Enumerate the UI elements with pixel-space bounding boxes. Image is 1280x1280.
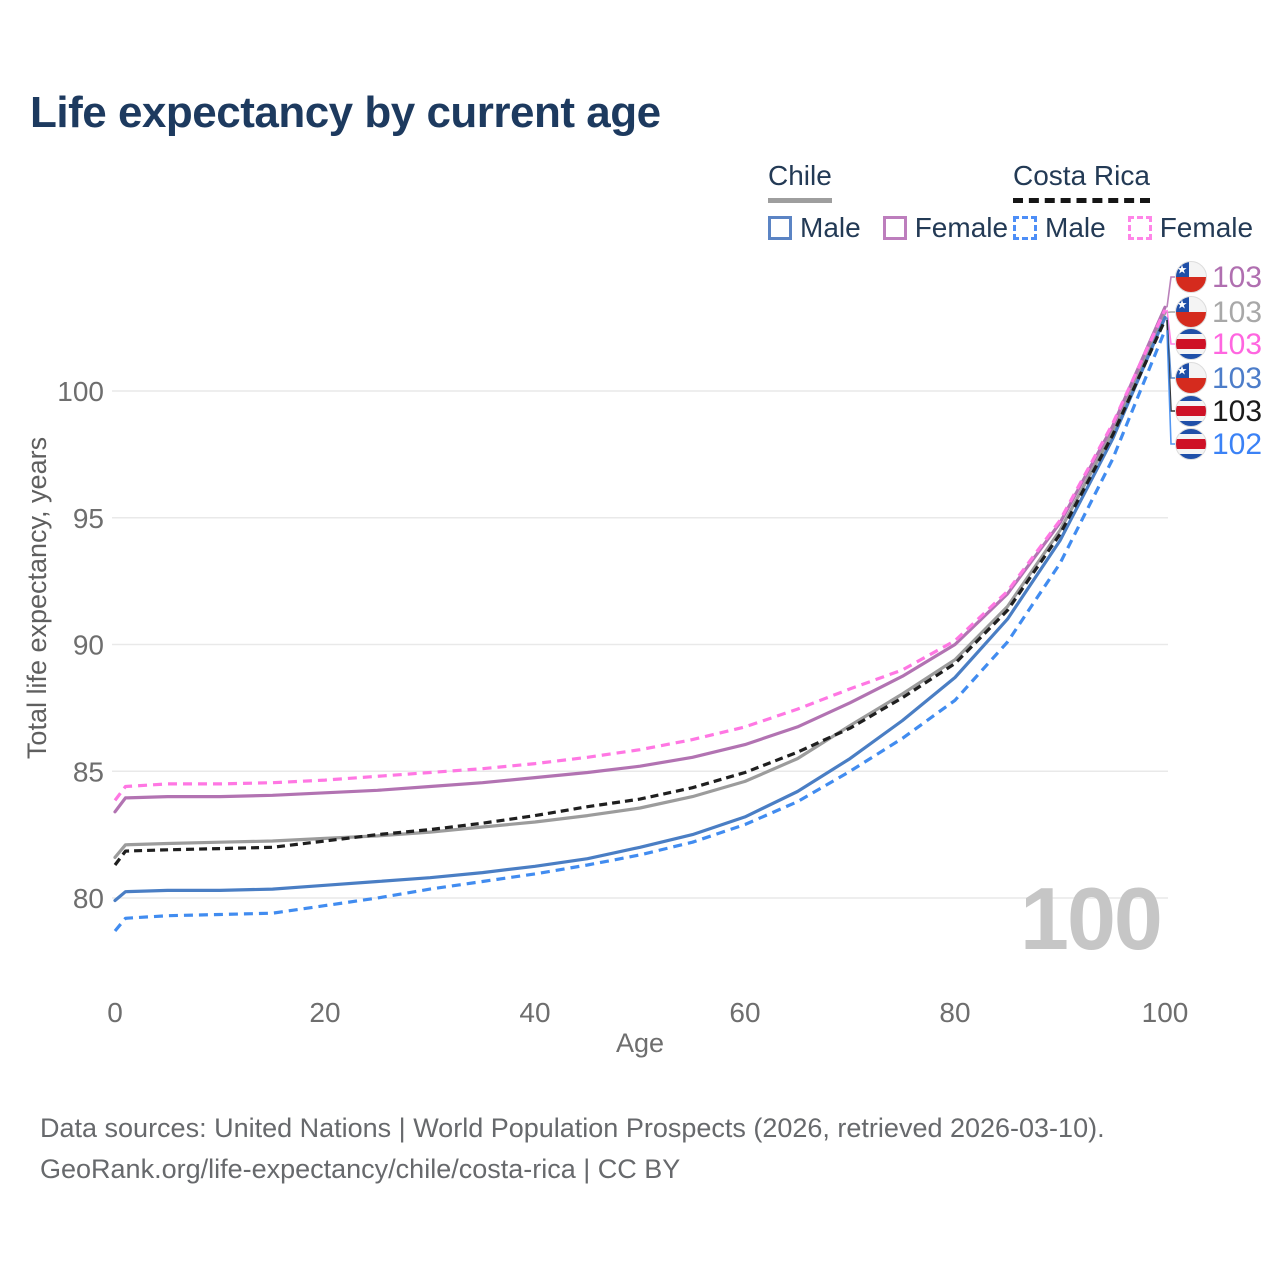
y-tick-label: 95 [73, 503, 104, 534]
y-tick-label: 90 [73, 630, 104, 661]
end-value-chile-both-sexes: 103 [1212, 296, 1262, 329]
legend-swatch-costa-rica-male[interactable] [1013, 216, 1037, 240]
y-tick-label: 85 [73, 756, 104, 787]
legend-label-chile-male[interactable]: Male [800, 212, 861, 243]
page-title: Life expectancy by current age [30, 88, 661, 137]
x-axis-title: Age [616, 1028, 664, 1058]
x-tick-label: 60 [729, 997, 760, 1028]
costa-rica-flag-icon [1175, 328, 1207, 360]
legend-country-costa-rica[interactable]: Costa Rica [1013, 160, 1150, 203]
legend-swatch-chile-female[interactable] [882, 216, 907, 240]
series-line-chile-female[interactable] [113, 305, 1167, 814]
end-value-costa-rica-both-sexes: 103 [1212, 395, 1262, 428]
footer-attribution: GeoRank.org/life-expectancy/chile/costa-… [40, 1154, 681, 1184]
end-value-chile-male: 103 [1212, 362, 1262, 395]
y-tick-label: 100 [57, 376, 104, 407]
leader-line [1166, 330, 1175, 445]
chile-flag-icon: ★ [1175, 362, 1207, 394]
series-line-costa-rica-male[interactable] [113, 329, 1167, 933]
y-axis-title: Total life expectancy, years [22, 437, 52, 759]
legend-label-costa-rica-male[interactable]: Male [1045, 212, 1106, 243]
legend-label-chile-female[interactable]: Female [914, 212, 1009, 243]
end-value-chile-female: 103 [1212, 261, 1262, 294]
series-line-costa-rica-female[interactable] [113, 309, 1167, 802]
legend-group-costa-rica: Costa Rica Male Female [1013, 160, 1253, 244]
end-value-costa-rica-male: 102 [1212, 428, 1262, 461]
svg-text:★: ★ [1177, 298, 1188, 312]
series-line-costa-rica-both-sexes[interactable] [113, 319, 1167, 866]
x-tick-label: 100 [1142, 997, 1189, 1028]
chile-flag-icon: ★ [1175, 261, 1207, 293]
leader-line [1166, 309, 1175, 345]
legend-swatch-costa-rica-female[interactable] [1127, 216, 1152, 240]
y-tick-label: 80 [73, 883, 104, 914]
x-tick-label: 80 [939, 997, 970, 1028]
end-value-costa-rica-female: 103 [1212, 328, 1262, 361]
leader-line [1166, 276, 1175, 308]
x-tick-label: 20 [309, 997, 340, 1028]
footer: Data sources: United Nations | World Pop… [40, 1108, 1105, 1190]
footer-data-sources: Data sources: United Nations | World Pop… [40, 1113, 1105, 1143]
chile-flag-icon: ★ [1175, 296, 1207, 328]
legend-country-chile[interactable]: Chile [768, 160, 832, 203]
legend-swatch-chile-male[interactable] [768, 216, 792, 240]
chart-legend: Chile Male Female Costa Rica Male Female [0, 160, 1280, 243]
costa-rica-flag-icon [1175, 428, 1207, 460]
x-tick-label: 40 [519, 997, 550, 1028]
legend-group-chile: Chile Male Female [768, 160, 1008, 244]
series-line-chile-male[interactable] [113, 315, 1167, 903]
costa-rica-flag-icon [1175, 395, 1207, 427]
legend-label-costa-rica-female[interactable]: Female [1159, 212, 1254, 243]
x-tick-label: 0 [107, 997, 123, 1028]
age-watermark: 100 [1020, 869, 1163, 968]
series-line-chile-both-sexes[interactable] [113, 310, 1167, 859]
svg-text:★: ★ [1177, 364, 1188, 378]
svg-text:★: ★ [1177, 263, 1188, 277]
